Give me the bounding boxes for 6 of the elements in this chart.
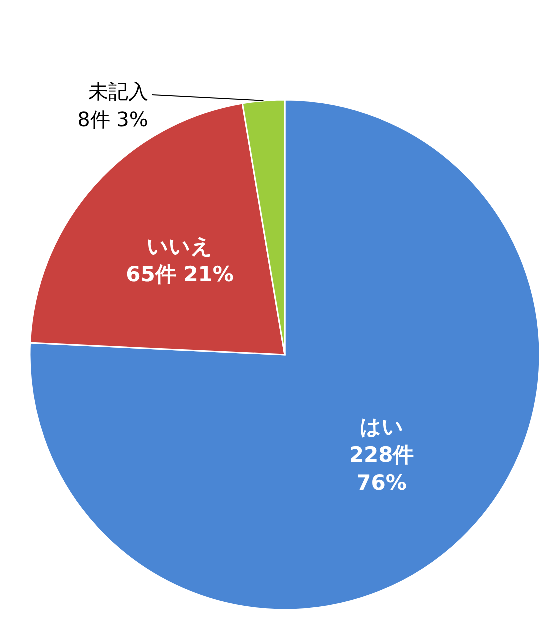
data-label: 228件 76%: [349, 443, 414, 496]
data-label: 8件 3%: [78, 107, 148, 132]
slice-label: はい: [360, 415, 404, 440]
slice-label: いいえ: [147, 234, 214, 259]
slice-label: 未記入: [88, 79, 148, 104]
data-label: 65件 21%: [126, 262, 234, 287]
